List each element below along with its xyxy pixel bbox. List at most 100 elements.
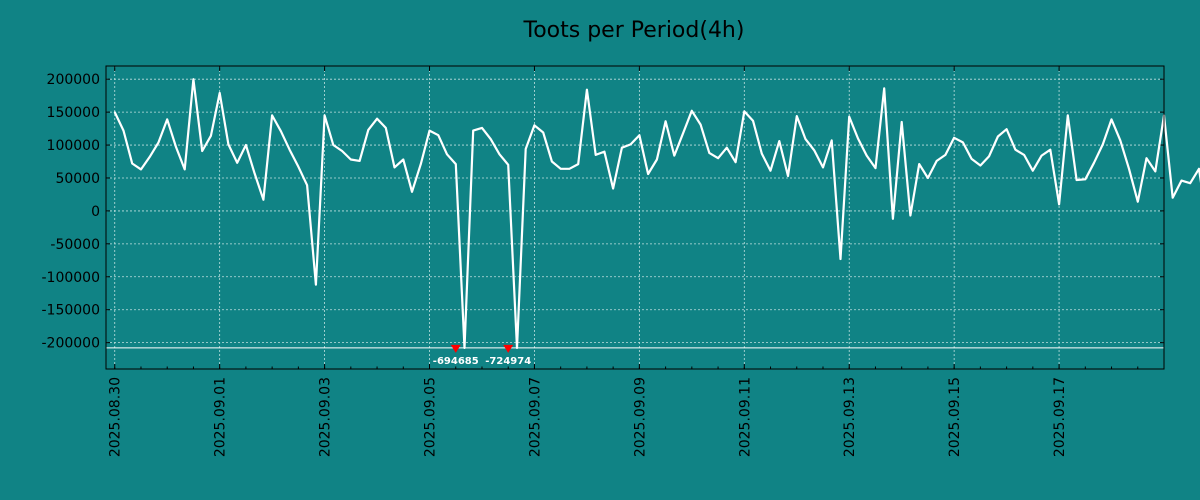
y-tick-label: 150000 (47, 105, 100, 121)
y-tick-label: -50000 (50, 237, 100, 253)
data-point (997, 135, 999, 138)
data-point (236, 162, 238, 164)
data-point (315, 283, 317, 286)
data-point (979, 164, 982, 167)
data-point (166, 118, 169, 121)
data-point (935, 160, 938, 162)
data-point (1049, 148, 1052, 151)
data-point (201, 150, 203, 152)
data-point (568, 167, 571, 170)
clip-value-label: -724974 (485, 356, 531, 367)
series-line (113, 78, 1200, 349)
data-point (892, 218, 894, 220)
data-point (376, 117, 378, 120)
data-point (577, 163, 579, 165)
data-point (699, 123, 702, 126)
data-point (743, 110, 746, 113)
y-tick-label: 0 (91, 204, 100, 220)
data-point (262, 198, 265, 201)
data-point (918, 163, 920, 165)
data-point (559, 167, 562, 170)
data-point (1145, 157, 1148, 160)
data-point (393, 166, 396, 169)
data-point (804, 138, 807, 140)
data-point (419, 163, 422, 165)
data-point (472, 129, 475, 132)
data-point (621, 146, 623, 149)
data-point (402, 158, 405, 161)
data-point (1101, 143, 1104, 146)
y-tick-label: -200000 (42, 336, 101, 352)
data-point (830, 139, 833, 142)
data-point (437, 134, 440, 136)
data-point (227, 143, 230, 146)
x-axis-ticks: 2025.08.30 2025.09.01 2025.09.03 2025.09.05… (108, 66, 1165, 457)
data-point (603, 150, 606, 153)
data-point (769, 169, 772, 172)
data-point (542, 131, 544, 134)
data-point (1075, 179, 1078, 181)
x-tick-label: 2025.09.03 (318, 377, 334, 457)
data-point (1032, 169, 1034, 172)
data-point (883, 87, 885, 90)
data-point (323, 114, 326, 117)
y-axis-ticks: 200000 150000 100000 50000 0 -50000 -100000 -15… (42, 72, 1164, 352)
data-point (113, 111, 116, 113)
data-point (271, 114, 273, 117)
data-point (909, 214, 912, 217)
y-tick-label: 50000 (55, 171, 100, 187)
data-point (131, 162, 134, 165)
data-point (463, 347, 466, 349)
grid (106, 66, 1164, 369)
x-tick-label: 2025.09.07 (527, 377, 543, 457)
y-tick-label: 100000 (47, 138, 100, 154)
data-point (516, 347, 518, 349)
data-point (1128, 167, 1130, 170)
data-point (953, 136, 955, 139)
data-point (524, 148, 527, 150)
x-tick-label: 2025.09.09 (632, 377, 648, 457)
clip-marker (450, 344, 461, 353)
data-point (280, 130, 282, 133)
data-point (813, 149, 816, 152)
data-point (1110, 118, 1113, 121)
data-point (944, 154, 947, 156)
data-point (1093, 162, 1095, 164)
data-point (367, 129, 370, 131)
data-point (288, 148, 291, 151)
data-point (708, 152, 711, 154)
data-point (691, 109, 693, 112)
data-point (192, 78, 195, 80)
data-point (551, 160, 553, 163)
data-point (612, 187, 614, 190)
y-tick-label: 200000 (47, 72, 100, 88)
data-point (656, 158, 658, 161)
data-point (1023, 154, 1025, 156)
clip-value-label: -694685 (433, 356, 479, 367)
data-point (1084, 178, 1087, 181)
data-point (428, 129, 431, 132)
x-tick-label: 2025.09.13 (842, 377, 858, 457)
y-tick-label: -100000 (42, 270, 101, 286)
data-point (297, 165, 300, 168)
data-point (1198, 167, 1200, 170)
data-point (795, 115, 798, 117)
clip-markers: -694685 -724974 (433, 344, 531, 367)
data-point (533, 124, 536, 127)
series-toots (113, 78, 1200, 349)
chart-title: Toots per Period(4h) (523, 18, 745, 43)
data-point (183, 168, 186, 171)
x-tick-label: 2025.09.01 (213, 377, 229, 457)
data-point (245, 144, 247, 146)
data-point (822, 166, 824, 169)
data-point (586, 88, 588, 91)
data-point (332, 144, 335, 146)
data-point (1040, 154, 1043, 157)
data-point (857, 137, 859, 140)
data-point (446, 153, 448, 156)
plot-frame (105, 65, 1165, 370)
data-point (865, 154, 868, 157)
data-point (664, 120, 667, 123)
data-point (1189, 182, 1192, 185)
